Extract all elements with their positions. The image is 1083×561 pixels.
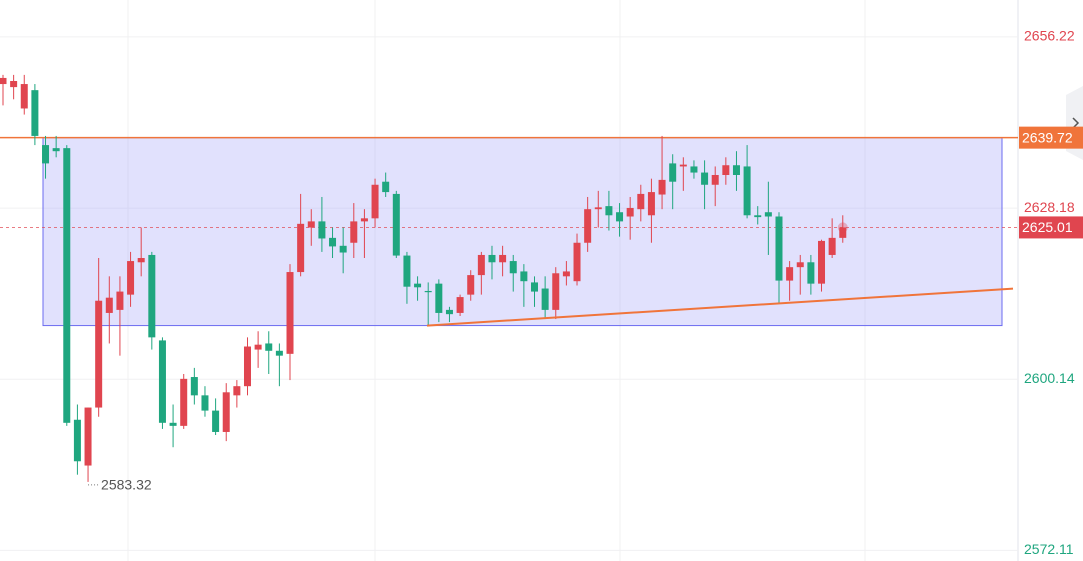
candle-body bbox=[42, 145, 50, 164]
candle-body bbox=[148, 254, 156, 338]
candle-body bbox=[743, 166, 751, 216]
candle-body bbox=[711, 174, 719, 185]
candle-body bbox=[573, 242, 581, 282]
candle-body bbox=[435, 283, 443, 313]
candle-body bbox=[807, 262, 815, 284]
candle-body bbox=[339, 245, 347, 253]
candle-body bbox=[275, 350, 283, 356]
candle-body bbox=[329, 237, 337, 247]
candle-body bbox=[584, 209, 592, 243]
candle-body bbox=[509, 261, 517, 274]
candle-body bbox=[541, 288, 549, 310]
candle-body bbox=[137, 258, 145, 263]
candle-body bbox=[254, 344, 262, 350]
last-price-label-bg bbox=[1019, 216, 1083, 239]
candle-body bbox=[318, 221, 326, 239]
candle-body bbox=[467, 275, 475, 295]
candle-body bbox=[520, 271, 528, 282]
candle-body bbox=[31, 90, 39, 136]
candle-body bbox=[626, 207, 634, 217]
candle-body bbox=[297, 223, 305, 273]
candle-body bbox=[669, 163, 677, 182]
candle-body bbox=[552, 273, 560, 310]
candle-body bbox=[658, 179, 666, 195]
y-tick-label: 2656.22 bbox=[1024, 28, 1075, 44]
resistance-label-bg bbox=[1019, 126, 1083, 149]
resistance-label: 2639.72 bbox=[1022, 129, 1073, 145]
candle-body bbox=[424, 290, 432, 293]
candle-body bbox=[212, 410, 220, 432]
candle-body bbox=[243, 346, 251, 387]
candle-body bbox=[456, 297, 464, 313]
candle-body bbox=[127, 261, 135, 295]
candle-body bbox=[562, 271, 570, 277]
candle-body bbox=[95, 300, 103, 408]
candle-body bbox=[701, 172, 709, 185]
candle-body bbox=[786, 267, 794, 281]
candle-body bbox=[222, 392, 230, 432]
candle-body bbox=[158, 340, 166, 423]
button-icon[interactable] bbox=[1072, 117, 1080, 129]
candle-body bbox=[392, 193, 400, 256]
candle-body bbox=[10, 80, 18, 88]
low-label: 2583.32 bbox=[101, 477, 152, 493]
candle-body bbox=[63, 148, 71, 423]
candle-body bbox=[732, 165, 740, 175]
candle-body bbox=[594, 207, 602, 210]
candle-body bbox=[796, 262, 804, 268]
candle-body bbox=[190, 377, 198, 396]
y-tick-label: 2572.11 bbox=[1024, 541, 1074, 557]
candle-body bbox=[20, 84, 28, 109]
candle-body bbox=[647, 192, 655, 216]
candle-body bbox=[307, 221, 315, 228]
candle-body bbox=[52, 148, 60, 152]
candle-body bbox=[105, 297, 113, 313]
candle-body bbox=[616, 212, 624, 222]
candle-body bbox=[764, 212, 772, 217]
button-bg[interactable] bbox=[1066, 86, 1083, 160]
candle-body bbox=[180, 378, 188, 426]
candle-body bbox=[445, 309, 453, 315]
candle-body bbox=[201, 395, 209, 411]
candle-body bbox=[637, 193, 645, 210]
candle-body bbox=[414, 283, 422, 288]
candle-body bbox=[0, 77, 7, 85]
candle-body bbox=[818, 240, 826, 284]
candle-body bbox=[839, 227, 847, 238]
candle-body bbox=[679, 164, 687, 167]
trendline bbox=[426, 287, 1014, 327]
candle-body bbox=[286, 272, 294, 354]
candle-body bbox=[265, 343, 273, 351]
last-price-glow bbox=[837, 222, 848, 233]
candle-body bbox=[403, 255, 411, 287]
vertical-grid bbox=[127, 0, 866, 561]
candle-body bbox=[477, 254, 485, 276]
candle-body bbox=[233, 386, 241, 396]
candle-body bbox=[828, 237, 836, 255]
candle-body bbox=[73, 419, 81, 462]
y-tick-label: 2600.14 bbox=[1024, 370, 1075, 386]
last-price-label: 2625.01 bbox=[1022, 219, 1073, 235]
candle-body bbox=[499, 254, 507, 263]
candle-body bbox=[382, 181, 390, 193]
candle-body bbox=[116, 291, 124, 310]
candle-body bbox=[371, 184, 379, 219]
candle-body bbox=[722, 165, 730, 175]
candle-body bbox=[531, 282, 538, 292]
candle-body bbox=[690, 166, 698, 173]
candle-body bbox=[360, 218, 368, 222]
candle-body bbox=[775, 216, 783, 281]
collapse-button[interactable] bbox=[1066, 86, 1083, 160]
candle-body bbox=[488, 254, 496, 263]
candle-body bbox=[605, 206, 613, 216]
candle-body bbox=[84, 407, 92, 466]
candle-body bbox=[754, 215, 762, 218]
y-tick-label: 2628.18 bbox=[1024, 199, 1075, 215]
candle-body bbox=[350, 221, 358, 243]
range-box bbox=[42, 137, 1003, 327]
candle-body bbox=[169, 422, 177, 426]
